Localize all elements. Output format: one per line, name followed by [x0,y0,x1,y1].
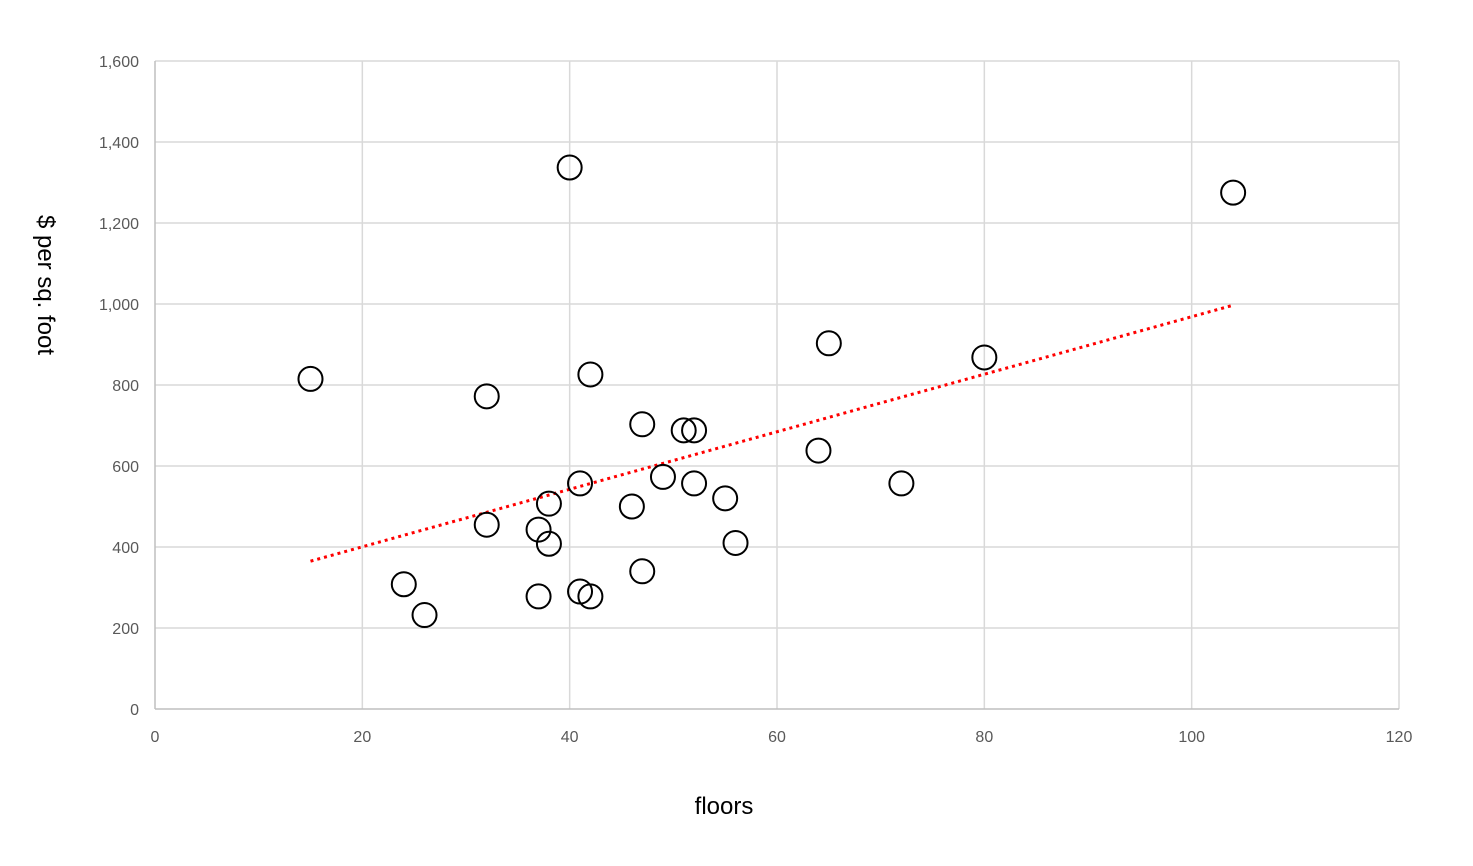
data-point [535,530,562,557]
data-point [888,470,915,497]
data-point [629,411,656,438]
y-tick-label: 800 [112,378,139,395]
data-point [971,344,998,371]
x-tick-label: 0 [151,729,160,746]
data-point [629,558,656,585]
data-point [577,361,604,388]
x-tick-label: 60 [768,729,786,746]
y-tick-label: 1,000 [99,297,139,314]
data-point [1220,179,1247,206]
y-axis-title: $ per sq. foot [32,215,59,355]
data-point [805,437,832,464]
data-point [815,330,842,357]
data-point [681,470,708,497]
gridlines [155,60,1400,709]
y-tick-label: 200 [112,621,139,638]
data-point [577,583,604,610]
data-point [411,602,438,629]
data-point [297,365,324,392]
data-point [525,583,552,610]
data-point [556,154,583,181]
data-point [618,493,645,520]
x-tick-label: 120 [1386,729,1413,746]
data-point [567,470,594,497]
data-points [297,154,1247,629]
y-tick-label: 400 [112,540,139,557]
data-point [722,529,749,556]
y-tick-label: 1,200 [99,216,139,233]
x-tick-label: 80 [975,729,993,746]
x-axis-title: floors [695,793,754,820]
y-tick-label: 1,600 [99,54,139,71]
data-point [649,463,676,490]
trendline-group [310,303,1234,563]
x-tick-label: 20 [353,729,371,746]
y-tick-label: 600 [112,459,139,476]
tick-labels: 0 200 400 600 800 1,000 1,200 1,400 1,600 0 20 40 60… [99,54,1412,746]
x-tick-label: 40 [561,729,579,746]
data-point [535,490,562,517]
data-point [473,511,500,538]
axes [154,61,1399,710]
data-point [390,571,417,598]
y-tick-label: 0 [130,702,139,719]
data-point [473,383,500,410]
y-tick-label: 1,400 [99,135,139,152]
data-point [712,485,739,512]
x-tick-label: 100 [1178,729,1205,746]
data-point [681,417,708,444]
data-point [670,417,697,444]
data-point [525,516,552,543]
trendline [310,303,1234,563]
